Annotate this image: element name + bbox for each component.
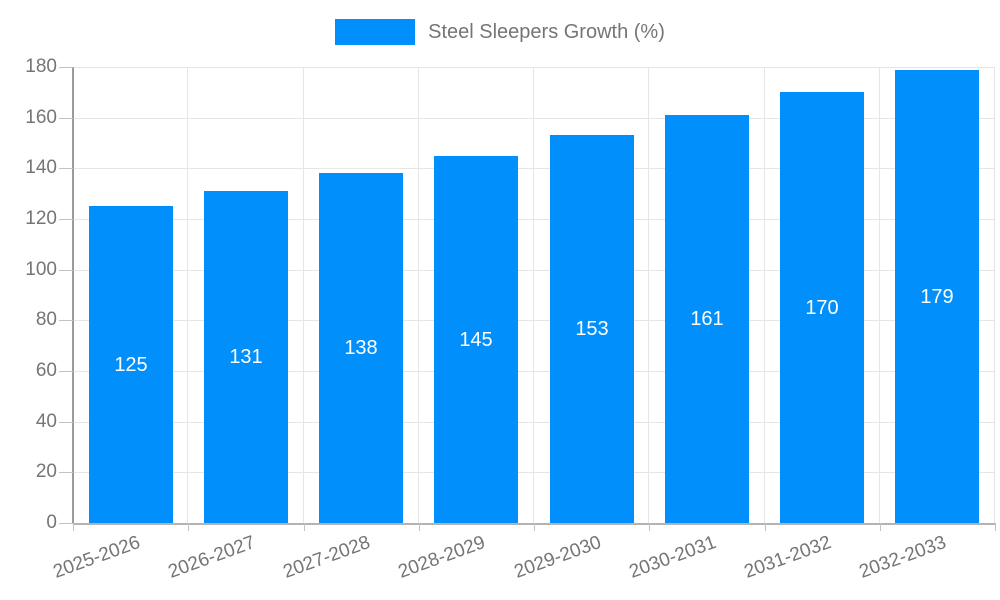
y-axis-tick [59,320,73,321]
x-axis-label: 2025-2026 [50,532,144,583]
h-gridline [73,219,995,220]
v-gridline [418,67,419,523]
x-axis-label: 2031-2032 [741,532,835,583]
x-axis-tick [73,523,74,531]
bar[interactable]: 161 [665,115,749,523]
bar[interactable]: 125 [89,206,173,523]
legend: Steel Sleepers Growth (%) [0,19,1000,45]
x-axis-tick [188,523,189,531]
x-axis-label: 2028-2029 [395,532,489,583]
bar-value-label: 138 [344,337,378,359]
v-gridline [879,67,880,523]
y-axis-tick-label: 0 [46,512,57,533]
y-axis-tick-label: 80 [35,309,57,330]
y-axis-line [72,67,74,523]
bar-value-label: 170 [805,296,839,319]
y-axis-tick-label: 40 [35,411,57,432]
v-gridline [533,67,534,523]
bar-value-label: 145 [459,328,493,351]
y-axis-tick [59,219,73,220]
bar-value-label: 153 [575,318,609,340]
y-axis-tick-label: 20 [35,461,57,482]
x-axis-tick [419,523,420,531]
bar-value-label: 179 [920,285,954,308]
y-axis-tick [59,422,73,423]
y-axis-tick-label: 180 [25,56,57,77]
v-gridline [764,67,765,523]
y-axis-tick [59,472,73,473]
bar[interactable]: 170 [780,92,864,523]
y-axis-tick [59,118,73,119]
v-gridline [648,67,649,523]
legend-label[interactable]: Steel Sleepers Growth (%) [428,21,665,43]
x-axis-label: 2027-2028 [280,532,374,583]
y-axis-tick-label: 120 [25,208,57,229]
bar-value-label: 131 [229,346,263,368]
x-axis-label: 2030-2031 [626,532,720,583]
x-axis-tick [649,523,650,531]
x-axis-tick [880,523,881,531]
legend-swatch[interactable] [335,19,416,45]
x-axis-label: 2029-2030 [511,532,605,583]
h-gridline [73,472,995,473]
x-axis-tick [304,523,305,531]
y-axis-tick [59,168,73,169]
h-gridline [73,371,995,372]
h-gridline [73,320,995,321]
y-axis-tick [59,270,73,271]
bar[interactable]: 145 [434,156,518,523]
bar[interactable]: 138 [319,173,403,523]
plot-area: 125 131 138 145 153 161 170 179 [73,67,995,523]
y-axis-tick [59,67,73,68]
y-axis-tick [59,371,73,372]
v-gridline [187,67,188,523]
h-gridline [73,168,995,169]
bar[interactable]: 179 [895,70,979,523]
x-axis-tick [765,523,766,531]
bar[interactable]: 131 [204,191,288,523]
bar-value-label: 161 [690,308,724,330]
y-axis-tick-label: 140 [25,157,57,178]
bar[interactable]: 153 [550,135,634,523]
y-axis-tick [59,523,73,524]
x-axis-tick [995,523,996,531]
v-gridline [994,67,995,523]
x-axis-label: 2032-2033 [856,532,950,583]
h-gridline [73,270,995,271]
h-gridline [73,118,995,119]
y-axis-tick-label: 100 [25,259,57,280]
x-axis-label: 2026-2027 [165,532,259,583]
h-gridline [73,422,995,423]
v-gridline [303,67,304,523]
x-axis-tick [534,523,535,531]
bar-value-label: 125 [114,353,148,376]
y-axis-tick-label: 160 [25,107,57,128]
h-gridline [73,67,995,68]
y-axis-tick-label: 60 [35,360,57,381]
